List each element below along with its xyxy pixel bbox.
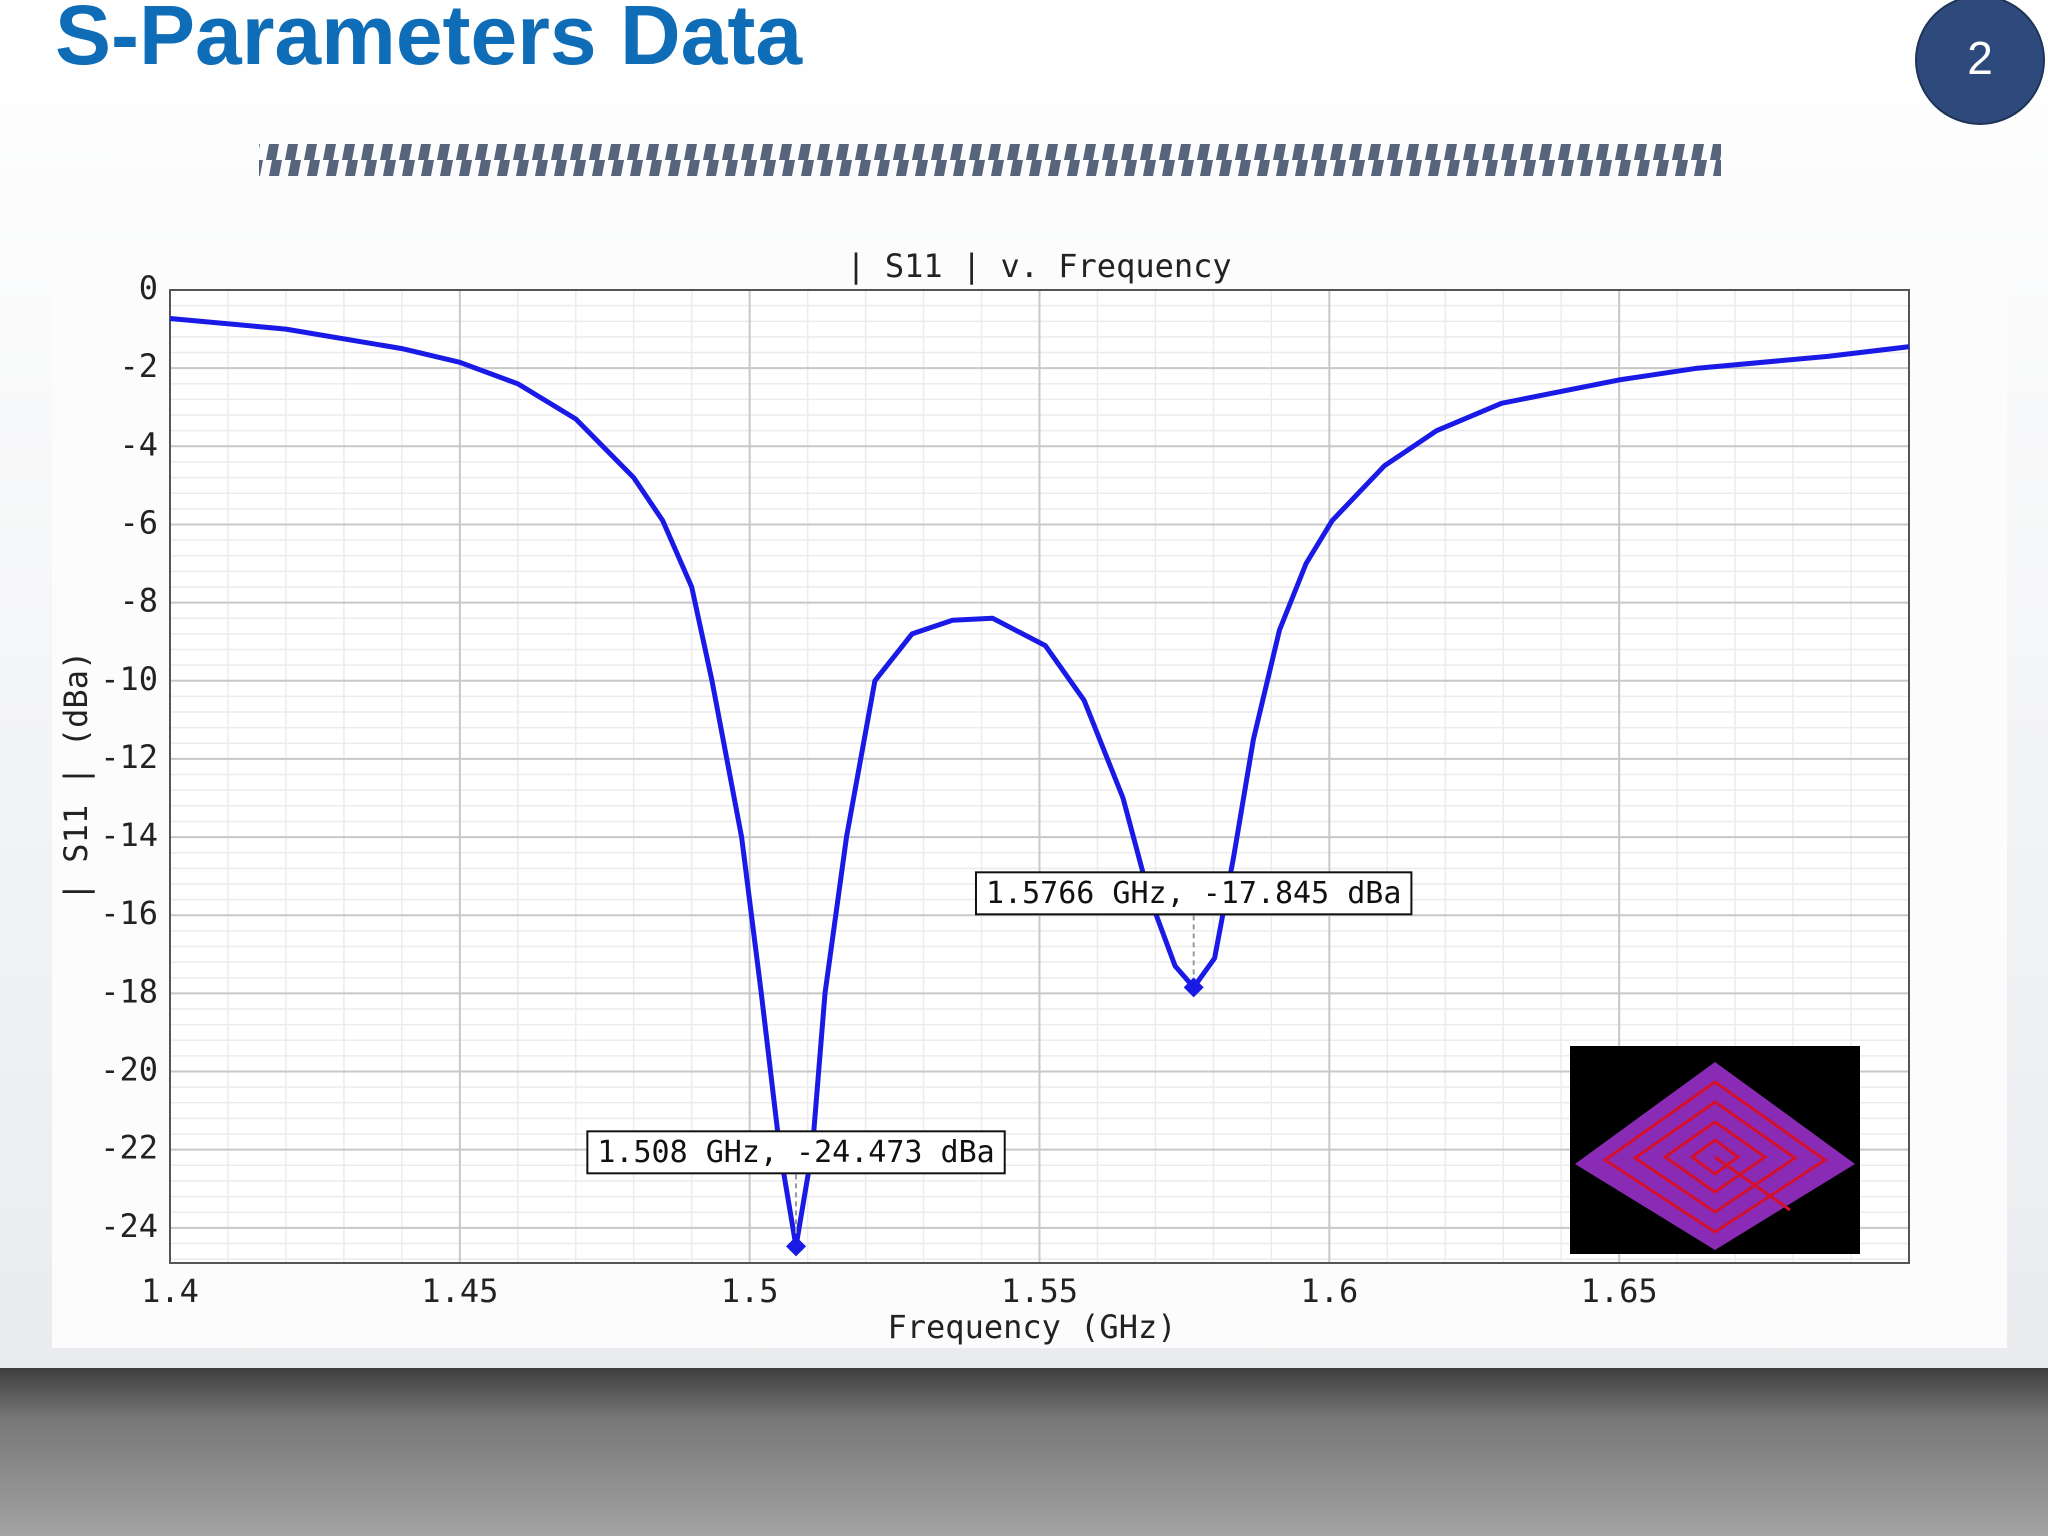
inset-spiral <box>1689 1138 1741 1176</box>
marker-label-box <box>974 871 1413 916</box>
divider <box>259 144 1721 176</box>
inset-spiral <box>1602 1080 1828 1234</box>
page-badge <box>1915 0 2045 125</box>
chart-title: | S11 | v. Frequency <box>846 247 1231 285</box>
x-axis-label: Frequency (GHz) <box>888 1308 1177 1346</box>
marker <box>786 1236 807 1257</box>
y-tick-label: -12 <box>100 738 158 776</box>
y-axis-label: | S11 | (dBa) <box>57 651 95 901</box>
floor <box>0 1368 2048 1536</box>
y-tick-label: -2 <box>119 347 158 385</box>
marker-label-box <box>586 1130 1006 1175</box>
y-tick-label: -8 <box>119 582 158 620</box>
y-tick-label: -10 <box>100 660 158 698</box>
x-tick-label: 1.5 <box>721 1272 779 1310</box>
marker-label: 1.5766 GHz, -17.845 dBa <box>986 876 1401 911</box>
marker <box>1183 977 1204 998</box>
x-tick-label: 1.65 <box>1581 1272 1658 1310</box>
marker-label: 1.508 GHz, -24.473 dBa <box>597 1135 994 1170</box>
y-tick-label: -6 <box>119 503 158 541</box>
y-tick-label: -14 <box>100 816 158 854</box>
line <box>169 316 1910 1249</box>
y-tick-label: -22 <box>100 1129 158 1167</box>
y-tick-label: -16 <box>100 894 158 932</box>
inset-substrate <box>1575 1062 1855 1250</box>
inset-feed <box>1714 1155 1791 1212</box>
y-tick-label: -24 <box>100 1207 158 1245</box>
x-tick-label: 1.45 <box>421 1272 498 1310</box>
page-number: 2 <box>1967 32 1993 84</box>
inset-spiral <box>1632 1100 1798 1214</box>
y-tick-label: -18 <box>100 972 158 1010</box>
inset-image <box>1570 1046 1860 1254</box>
slide-title: S-Parameters Data <box>55 0 803 82</box>
x-tick-label: 1.4 <box>141 1272 199 1310</box>
inset-spiral <box>1662 1120 1768 1194</box>
y-tick-label: -4 <box>119 425 158 463</box>
y-tick-label: 0 <box>139 269 158 307</box>
plot-frame <box>169 289 1910 1264</box>
x-tick-label: 1.55 <box>1001 1272 1078 1310</box>
y-tick-label: -20 <box>100 1051 158 1089</box>
x-tick-label: 1.6 <box>1300 1272 1358 1310</box>
